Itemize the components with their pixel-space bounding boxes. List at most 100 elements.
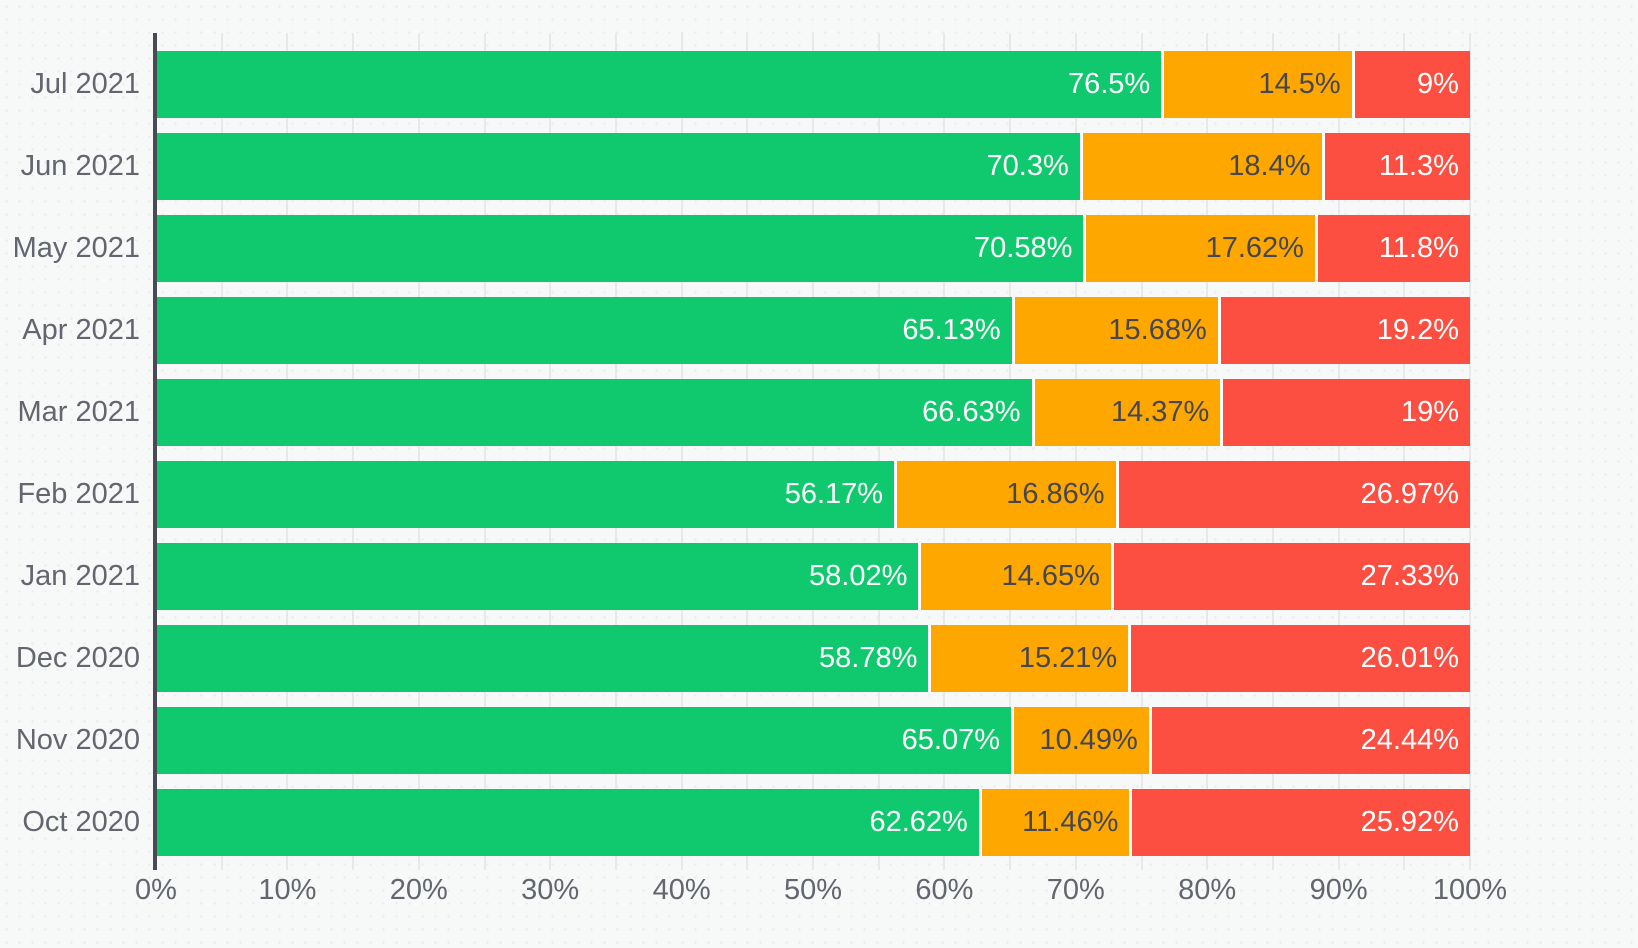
stacked-bar: 76.5% 14.5% 9%	[156, 50, 1470, 118]
chart-row: 62.62% 11.46% 25.92%	[156, 781, 1470, 863]
bar-segment-orange[interactable]: 15.21%	[928, 624, 1129, 692]
segment-value-label: 66.63%	[922, 395, 1021, 428]
gridline	[1140, 33, 1143, 870]
y-axis-label: May 2021	[12, 231, 140, 264]
gridline	[417, 33, 420, 870]
y-axis-label: Dec 2020	[15, 641, 140, 674]
segment-value-label: 25.92%	[1360, 805, 1459, 838]
gridline	[1403, 33, 1406, 870]
segment-value-label: 14.5%	[1258, 67, 1341, 100]
segment-value-label: 18.4%	[1228, 149, 1311, 182]
stacked-bar: 70.3% 18.4% 11.3%	[156, 132, 1470, 200]
bar-segment-orange[interactable]: 14.65%	[918, 542, 1111, 610]
gridline	[352, 33, 355, 870]
bar-segment-orange[interactable]: 11.46%	[978, 788, 1130, 856]
segment-value-label: 16.86%	[1006, 477, 1105, 510]
x-axis-tick-label: 50%	[783, 874, 843, 906]
segment-value-label: 14.37%	[1110, 395, 1210, 428]
bar-segment-green[interactable]: 58.02%	[156, 542, 919, 610]
chart-row: 70.3% 18.4% 11.3%	[156, 125, 1470, 207]
gridline	[1337, 33, 1340, 870]
gridline	[220, 33, 223, 870]
stacked-bar: 66.63% 14.37% 19%	[156, 378, 1470, 446]
bar-segment-green[interactable]: 58.78%	[156, 624, 929, 692]
stacked-bar: 65.13% 15.68% 19.2%	[156, 296, 1470, 364]
bar-segment-orange[interactable]: 18.4%	[1079, 132, 1322, 200]
segment-value-label: 17.62%	[1205, 231, 1304, 264]
stacked-bar: 62.62% 11.46% 25.92%	[156, 788, 1470, 856]
bar-segment-red[interactable]: 9%	[1351, 50, 1470, 118]
segment-value-label: 15.21%	[1018, 641, 1118, 674]
segment-value-label: 62.62%	[869, 805, 968, 838]
y-axis-label: Oct 2020	[22, 805, 140, 838]
gridline	[1074, 33, 1077, 870]
segment-value-label: 14.65%	[1001, 559, 1100, 592]
chart-row: 65.07% 10.49% 24.44%	[156, 699, 1470, 781]
chart-row: 56.17% 16.86% 26.97%	[156, 453, 1470, 535]
bar-segment-green[interactable]: 76.5%	[156, 50, 1162, 118]
segment-value-label: 76.5%	[1067, 67, 1151, 100]
x-axis-tick-label: 30%	[521, 874, 580, 906]
bar-segment-orange[interactable]: 17.62%	[1083, 214, 1315, 282]
bar-segment-red[interactable]: 19.2%	[1217, 296, 1470, 364]
bar-segment-orange[interactable]: 16.86%	[894, 460, 1116, 528]
bar-segment-orange[interactable]: 14.37%	[1031, 378, 1221, 446]
gridline	[1009, 33, 1012, 870]
x-axis-tick-label: 70%	[1046, 874, 1105, 906]
bar-segment-orange[interactable]: 10.49%	[1011, 706, 1149, 774]
bar-segment-red[interactable]: 11.8%	[1314, 214, 1470, 282]
segment-value-label: 58.02%	[809, 559, 908, 592]
gridline	[877, 33, 880, 870]
y-axis-labels: Jul 2021 Jun 2021 May 2021 Apr 2021 Mar 2021…	[0, 43, 140, 863]
bar-segment-green[interactable]: 70.58%	[156, 214, 1084, 282]
bar-segment-green[interactable]: 62.62%	[156, 788, 979, 856]
chart-row: 58.02% 14.65% 27.33%	[156, 535, 1470, 617]
bar-segment-red[interactable]: 26.97%	[1115, 460, 1470, 528]
bar-segment-red[interactable]: 24.44%	[1148, 706, 1470, 774]
bar-segment-green[interactable]: 56.17%	[156, 460, 895, 528]
x-axis-tick-label: 90%	[1309, 874, 1368, 906]
gridline	[1469, 33, 1471, 870]
segment-value-label: 10.49%	[1039, 723, 1138, 756]
segment-value-label: 11.3%	[1378, 149, 1459, 182]
y-axis-label: Apr 2021	[22, 313, 140, 346]
bar-segment-red[interactable]: 25.92%	[1129, 788, 1470, 856]
bar-segment-red[interactable]: 26.01%	[1128, 624, 1470, 692]
gridline	[549, 33, 552, 870]
chart-row: 70.58% 17.62% 11.8%	[156, 207, 1470, 289]
chart-row: 76.5% 14.5% 9%	[156, 43, 1470, 125]
stacked-bar: 56.17% 16.86% 26.97%	[156, 460, 1470, 528]
bar-segment-green[interactable]: 66.63%	[156, 378, 1032, 446]
bar-segment-orange[interactable]: 15.68%	[1011, 296, 1218, 364]
plot-grid	[155, 33, 1471, 870]
bar-segment-green[interactable]: 65.13%	[156, 296, 1012, 364]
bar-segment-orange[interactable]: 14.5%	[1161, 50, 1352, 118]
segment-value-label: 65.07%	[901, 723, 1001, 756]
x-axis-tick-label: 10%	[258, 874, 317, 906]
bar-segment-red[interactable]: 11.3%	[1321, 132, 1470, 200]
gridline	[1271, 33, 1274, 870]
gridline	[614, 33, 617, 870]
y-axis-label: Jan 2021	[20, 559, 140, 592]
y-axis-label: Mar 2021	[17, 395, 140, 428]
segment-value-label: 58.78%	[819, 641, 918, 674]
chart-row: 65.13% 15.68% 19.2%	[156, 289, 1470, 371]
bar-segment-red[interactable]: 19%	[1220, 378, 1470, 446]
gridline	[943, 33, 946, 870]
bars-area: 76.5% 14.5% 9% 70.3% 18.4% 11.3% 70.58% 17.62% 1…	[156, 43, 1470, 863]
segment-value-label: 65.13%	[902, 313, 1001, 346]
y-axis-label: Jul 2021	[30, 67, 140, 100]
bar-segment-green[interactable]: 65.07%	[156, 706, 1012, 774]
x-axis-tick-label: 100%	[1432, 874, 1508, 906]
chart-row: 58.78% 15.21% 26.01%	[156, 617, 1470, 699]
x-axis-tick-label: 0%	[135, 874, 177, 906]
segment-value-label: 19.2%	[1376, 313, 1459, 346]
chart-row: 66.63% 14.37% 19%	[156, 371, 1470, 453]
y-axis-label: Jun 2021	[20, 149, 140, 182]
gridline	[483, 33, 486, 870]
segment-value-label: 24.44%	[1360, 723, 1459, 756]
bar-segment-red[interactable]: 27.33%	[1110, 542, 1470, 610]
stacked-bar: 70.58% 17.62% 11.8%	[156, 214, 1470, 282]
bar-segment-green[interactable]: 70.3%	[156, 132, 1080, 200]
stacked-bar: 58.02% 14.65% 27.33%	[156, 542, 1470, 610]
